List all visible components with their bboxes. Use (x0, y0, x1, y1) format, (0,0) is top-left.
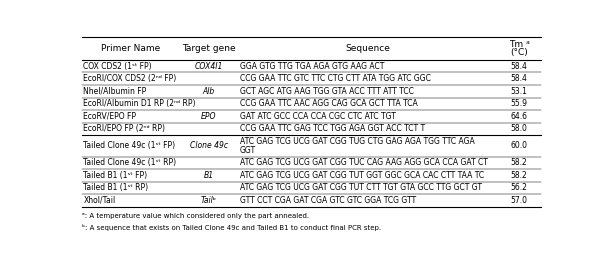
Text: EcoRV/EPO FP: EcoRV/EPO FP (83, 112, 137, 121)
Text: 53.1: 53.1 (510, 87, 527, 96)
Text: ATC GAG TCG UCG GAT CGG TUT GGT GGC GCA CAC CTT TAA TC: ATC GAG TCG UCG GAT CGG TUT GGT GGC GCA … (240, 171, 484, 180)
Text: 58.0: 58.0 (510, 124, 527, 133)
Text: Primer Name: Primer Name (101, 44, 160, 53)
Text: XhoI/Tail: XhoI/Tail (83, 196, 116, 205)
Text: ATC GAG TCG UCG GAT CGG TUC CAG AAG AGG GCA CCA GAT CT: ATC GAG TCG UCG GAT CGG TUC CAG AAG AGG … (240, 158, 487, 167)
Text: EPO: EPO (201, 112, 217, 121)
Text: ᵇ: A sequence that exists on Tailed Clone 49c and Tailed B1 to conduct final PCR: ᵇ: A sequence that exists on Tailed Clon… (81, 224, 381, 231)
Text: B1: B1 (204, 171, 214, 180)
Text: 58.2: 58.2 (510, 171, 527, 180)
Text: Tailed B1 (1ˢᵗ RP): Tailed B1 (1ˢᵗ RP) (83, 183, 149, 193)
Text: EcoRI/COX CDS2 (2ⁿᵈ FP): EcoRI/COX CDS2 (2ⁿᵈ FP) (83, 74, 177, 83)
Text: GCT AGC ATG AAG TGG GTA ACC TTT ATT TCC: GCT AGC ATG AAG TGG GTA ACC TTT ATT TCC (240, 87, 413, 96)
Text: CCG GAA TTC GAG TCC TGG AGA GGT ACC TCT T: CCG GAA TTC GAG TCC TGG AGA GGT ACC TCT … (240, 124, 425, 133)
Text: EcoRI/EPO FP (2ⁿᵈ RP): EcoRI/EPO FP (2ⁿᵈ RP) (83, 124, 165, 133)
Text: GTT CCT CGA GAT CGA GTC GTC GGA TCG GTT: GTT CCT CGA GAT CGA GTC GTC GGA TCG GTT (240, 196, 416, 205)
Text: 58.2: 58.2 (510, 158, 527, 167)
Text: CCG GAA TTC AAC AGG CAG GCA GCT TTA TCA: CCG GAA TTC AAC AGG CAG GCA GCT TTA TCA (240, 99, 417, 108)
Text: ATC GAG TCG UCG GAT CGG TUG CTG GAG AGA TGG TTC AGA: ATC GAG TCG UCG GAT CGG TUG CTG GAG AGA … (240, 137, 474, 146)
Text: Tailed Clone 49c (1ˢᵗ FP): Tailed Clone 49c (1ˢᵗ FP) (83, 141, 175, 150)
Text: EcoRI/Albumin D1 RP (2ⁿᵈ RP): EcoRI/Albumin D1 RP (2ⁿᵈ RP) (83, 99, 196, 108)
Text: ATC GAG TCG UCG GAT CGG TUT CTT TGT GTA GCC TTG GCT GT: ATC GAG TCG UCG GAT CGG TUT CTT TGT GTA … (240, 183, 481, 193)
Text: NheI/Albumin FP: NheI/Albumin FP (83, 87, 147, 96)
Text: 55.9: 55.9 (510, 99, 527, 108)
Text: 58.4: 58.4 (510, 62, 527, 71)
Text: 56.2: 56.2 (510, 183, 527, 193)
Text: a: a (526, 40, 529, 45)
Text: Target gene: Target gene (182, 44, 236, 53)
Text: 57.0: 57.0 (510, 196, 527, 205)
Text: COX4I1: COX4I1 (195, 62, 223, 71)
Text: Tm: Tm (509, 39, 524, 49)
Text: Sequence: Sequence (345, 44, 390, 53)
Text: GGT: GGT (240, 146, 256, 155)
Text: 58.4: 58.4 (510, 74, 527, 83)
Text: Tailed Clone 49c (1ˢᵗ RP): Tailed Clone 49c (1ˢᵗ RP) (83, 158, 177, 167)
Text: GGA GTG TTG TGA AGA GTG AAG ACT: GGA GTG TTG TGA AGA GTG AAG ACT (240, 62, 384, 71)
Text: Clone 49c: Clone 49c (190, 141, 228, 150)
Text: COX CDS2 (1ˢᵗ FP): COX CDS2 (1ˢᵗ FP) (83, 62, 152, 71)
Text: Tailᵇ: Tailᵇ (201, 196, 217, 205)
Text: 60.0: 60.0 (510, 141, 527, 150)
Text: Tailed B1 (1ˢᵗ FP): Tailed B1 (1ˢᵗ FP) (83, 171, 148, 180)
Text: (°C): (°C) (510, 48, 527, 57)
Text: GAT ATC GCC CCA CCA CGC CTC ATC TGT: GAT ATC GCC CCA CCA CGC CTC ATC TGT (240, 112, 395, 121)
Text: CCG GAA TTC GTC TTC CTG CTT ATA TGG ATC GGC: CCG GAA TTC GTC TTC CTG CTT ATA TGG ATC … (240, 74, 430, 83)
Text: 64.6: 64.6 (510, 112, 527, 121)
Text: ᵃ: A temperature value which considered only the part annealed.: ᵃ: A temperature value which considered … (81, 213, 308, 219)
Text: Alb: Alb (203, 87, 215, 96)
